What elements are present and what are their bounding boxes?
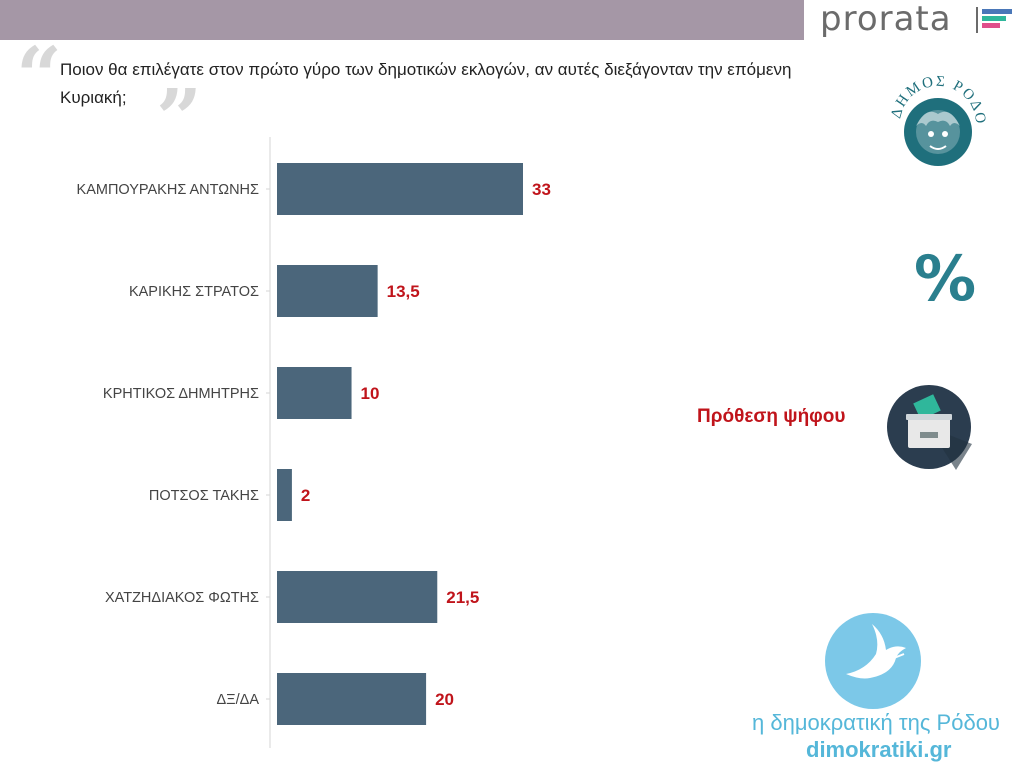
category-label: ΚΑΜΠΟΥΡΑΚΗΣ ΑΝΤΩΝΗΣ <box>77 182 259 198</box>
close-quote-icon: ” <box>156 71 203 165</box>
open-quote-icon: “ <box>16 29 63 123</box>
bar <box>277 163 523 215</box>
category-label: ΔΞ/ΔΑ <box>217 692 260 708</box>
brand-bars-icon <box>976 7 1012 33</box>
question-text: Ποιον θα επιλέγατε στον πρώτο γύρο των δ… <box>60 60 792 107</box>
seal-logo: ΔΗΜΟΣ ΡΟΔΟΥ <box>886 66 986 166</box>
category-label: ΧΑΤΖΗΔΙΑΚΟΣ ΦΩΤΗΣ <box>105 590 259 606</box>
value-label: 21,5 <box>446 588 479 607</box>
value-label: 20 <box>435 690 454 709</box>
top-bar: prorata <box>0 0 1024 40</box>
value-label: 13,5 <box>387 282 420 301</box>
percent-icon: % <box>914 242 977 315</box>
brand-logo: prorata <box>804 0 1024 40</box>
bar <box>277 265 378 317</box>
bar <box>277 571 438 623</box>
footer-line-1: η δημοκρατική της Ρόδου <box>752 710 1000 735</box>
bar <box>277 367 352 419</box>
vote-intent-label: Πρόθεση ψήφου <box>697 406 846 427</box>
dove-icon <box>825 613 921 709</box>
brand-name: prorata <box>820 0 952 39</box>
value-label: 33 <box>532 180 551 199</box>
category-label: ΠΟΤΣΟΣ ΤΑΚΗΣ <box>149 488 259 504</box>
bar <box>277 673 427 725</box>
bar <box>277 469 292 521</box>
value-label: 10 <box>361 384 380 403</box>
ballot-box-icon <box>887 385 972 470</box>
medusa-seal-icon <box>904 98 972 166</box>
category-label: ΚΡΗΤΙΚΟΣ ΔΗΜΗΤΡΗΣ <box>103 386 259 402</box>
category-label: ΚΑΡΙΚΗΣ ΣΤΡΑΤΟΣ <box>129 284 259 300</box>
footer-line-2: dimokratiki.gr <box>806 737 952 762</box>
value-label: 2 <box>301 486 310 505</box>
